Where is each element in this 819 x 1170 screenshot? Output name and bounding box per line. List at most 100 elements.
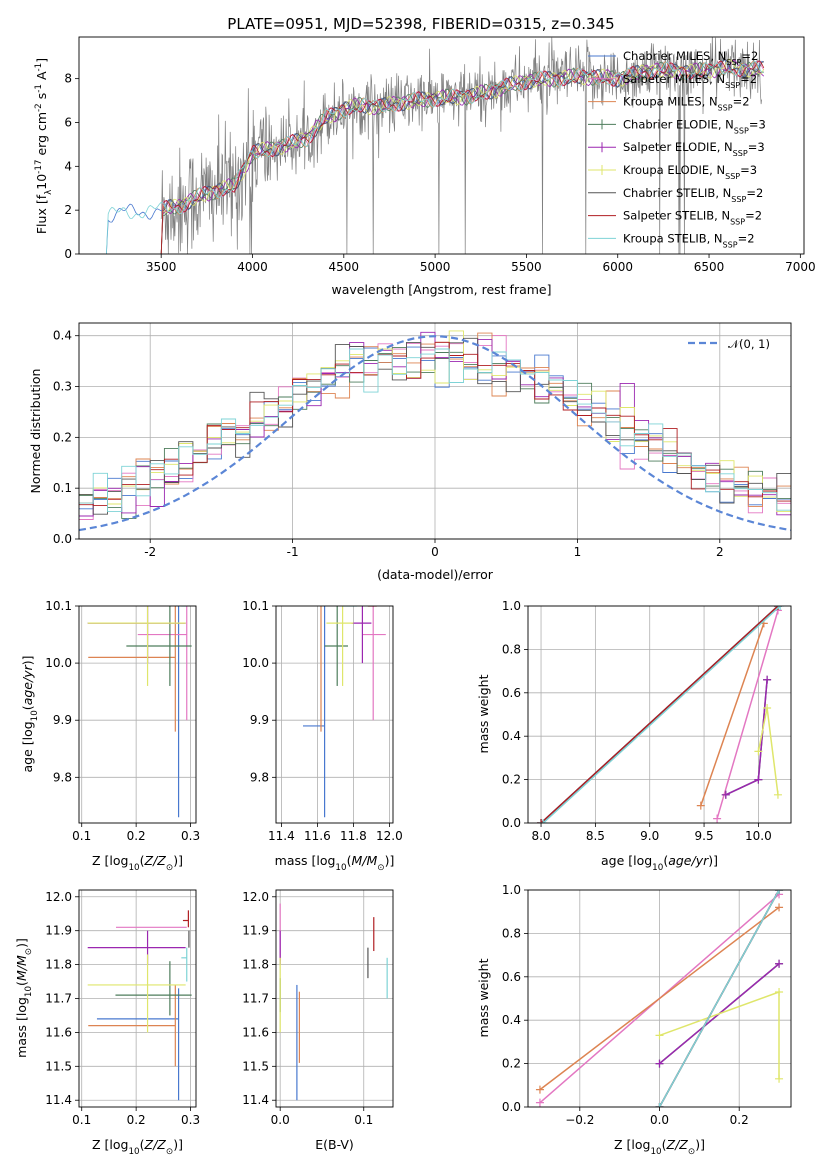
y-tick-label: 0 — [64, 247, 72, 261]
y-tick-label: 9.8 — [250, 770, 269, 784]
y-tick-label: 11.4 — [242, 1093, 269, 1107]
x-tick-label: 12.0 — [376, 829, 403, 843]
errorbar-salpeter-elodie — [87, 930, 186, 965]
x-tick-label: 0.1 — [72, 1113, 91, 1127]
panel-age_vs_Z: 0.1 0.2 0.3 9.8 9.9 10.0 10.1 Z [log10(Z/Z⊙)] ag… — [20, 599, 200, 873]
errorbar-salpeter-miles — [362, 606, 386, 721]
legend-label-normal: 𝒩(0, 1) — [728, 337, 770, 351]
x-tick-label: 1 — [574, 545, 582, 559]
panel-spectrum: 3500 4000 4500 5000 5500 6000 6500 7000 0 2 4 6 8 wav… — [34, 36, 816, 297]
series-line-kroupa-miles — [539, 906, 780, 1091]
y-tick-label: 9.9 — [53, 713, 72, 727]
y-tick-label: 0.8 — [502, 642, 521, 656]
y-axis-label: age [log10(age/yr)] — [20, 655, 40, 772]
axes-frame — [527, 605, 792, 824]
x-tick-label: 11.6 — [304, 829, 331, 843]
series-marker-salpeter-miles — [713, 814, 722, 823]
series-line-kroupa-stelib — [658, 890, 780, 1107]
plot-area-age_vs_Z — [87, 606, 192, 818]
y-tick-label: 0.6 — [502, 970, 521, 984]
x-tick-label: 0.0 — [650, 1113, 669, 1127]
y-tick-label: 11.9 — [45, 924, 72, 938]
errorbar-kroupa-elodie — [87, 954, 186, 1033]
y-tick-label: 11.6 — [45, 1025, 72, 1039]
errorbar-chabrier-elodie — [115, 961, 192, 1016]
errorbar-kroupa-miles — [88, 606, 176, 732]
series-marker-kroupa-stelib — [775, 890, 784, 894]
y-tick-label: 8 — [64, 72, 72, 86]
axes-frame — [275, 605, 394, 824]
series-marker-kroupa-miles — [696, 801, 705, 810]
x-tick-label: 0 — [431, 545, 439, 559]
series-line-salpeter-miles — [716, 610, 779, 819]
x-axis-label: mass [log10(M/M⊙)] — [275, 853, 395, 873]
series-kroupa-stelib — [655, 890, 784, 1107]
x-tick-label: 6000 — [602, 260, 633, 274]
y-tick-label: 10.1 — [45, 599, 72, 613]
y-tick-label: 11.7 — [45, 992, 72, 1006]
y-tick-label: 0.2 — [53, 430, 72, 444]
y-tick-label: 10.1 — [242, 599, 269, 613]
x-axis-label: E(B-V) — [315, 1137, 354, 1152]
y-tick-label: 11.5 — [45, 1059, 72, 1073]
series-marker-kroupa-elodie — [775, 987, 784, 996]
series-marker-kroupa-miles — [775, 903, 784, 912]
axes-frame — [78, 36, 805, 255]
y-tick-label: 11.5 — [242, 1059, 269, 1073]
x-tick-label: 0.3 — [181, 829, 200, 843]
errorbar-chabrier-miles — [96, 988, 180, 1101]
x-tick-label: 8.0 — [531, 829, 550, 843]
x-tick-label: 0.1 — [354, 1113, 373, 1127]
y-tick-label: 0.6 — [502, 686, 521, 700]
legend-label-kroupa-miles: Kroupa MILES, NSSP=2 — [623, 95, 750, 113]
y-tick-label: 0.2 — [502, 773, 521, 787]
errorbar-salpeter-elodie — [351, 606, 372, 664]
figure-title: PLATE=0951, MJD=52398, FIBERID=0315, z=0… — [227, 15, 614, 33]
y-axis-label: mass weight — [476, 958, 491, 1037]
series-marker-salpeter-elodie — [775, 959, 784, 968]
errorbar-salpeter-stelib — [182, 910, 189, 928]
series-marker-salpeter-stelib — [537, 819, 546, 823]
y-tick-label: 0.4 — [53, 329, 72, 343]
series-marker-salpeter-elodie — [721, 790, 730, 799]
errorbar-salpeter-stelib — [367, 606, 377, 607]
y-tick-label: 0.8 — [502, 926, 521, 940]
series-marker-kroupa-elodie — [763, 703, 772, 712]
x-tick-label: 11.4 — [268, 829, 295, 843]
series-line-salpeter-stelib — [540, 606, 779, 823]
series-kroupa-stelib — [539, 606, 785, 823]
y-tick-label: 0.0 — [502, 816, 521, 830]
x-tick-label: 4500 — [329, 260, 360, 274]
y-tick-label: 0.4 — [502, 1013, 521, 1027]
x-tick-label: 3500 — [146, 260, 177, 274]
series-marker-salpeter-miles — [535, 1098, 544, 1107]
y-tick-label: 0.1 — [53, 481, 72, 495]
y-tick-label: 1.0 — [502, 599, 521, 613]
x-tick-label: 9.5 — [695, 829, 714, 843]
panel-mass_vs_ebv: 0.0 0.1 11.4 11.5 11.6 11.7 11.8 11.9 12.0 E(B-V) — [242, 889, 394, 1152]
series-marker-kroupa-elodie — [773, 790, 782, 799]
series-marker-salpeter-elodie — [754, 775, 763, 784]
errorbar-kroupa-elodie — [326, 606, 354, 686]
y-tick-label: 11.7 — [242, 992, 269, 1006]
y-tick-label: 11.6 — [242, 1025, 269, 1039]
x-tick-label: 0.2 — [730, 1113, 749, 1127]
errorbar-kroupa-miles — [88, 984, 176, 1067]
series-kroupa-elodie — [754, 703, 782, 799]
errorbar-kroupa-stelib — [181, 947, 188, 982]
y-axis-label: mass weight — [476, 674, 491, 753]
model-line-kroupa-elodie — [160, 58, 765, 254]
series-marker-kroupa-stelib — [776, 606, 785, 610]
errorbar-kroupa-stelib — [181, 606, 187, 607]
model-line-chabrier-stelib — [160, 58, 764, 254]
x-axis-label: (data-model)/error — [377, 567, 494, 582]
errorbar-kroupa-stelib — [342, 606, 357, 607]
x-tick-label: 0.3 — [181, 1113, 200, 1127]
series-salpeter-miles — [713, 606, 782, 823]
y-tick-label: 12.0 — [45, 890, 72, 904]
panel-weight_vs_age: 8.0 8.5 9.0 9.5 10.0 0.0 0.2 0.4 0.6 0.8 1.0 age [l… — [476, 599, 792, 873]
y-tick-label: 4 — [64, 159, 72, 173]
x-tick-label: 10.0 — [745, 829, 772, 843]
y-tick-label: 11.8 — [242, 958, 269, 972]
model-line-salpeter-elodie — [160, 59, 765, 254]
